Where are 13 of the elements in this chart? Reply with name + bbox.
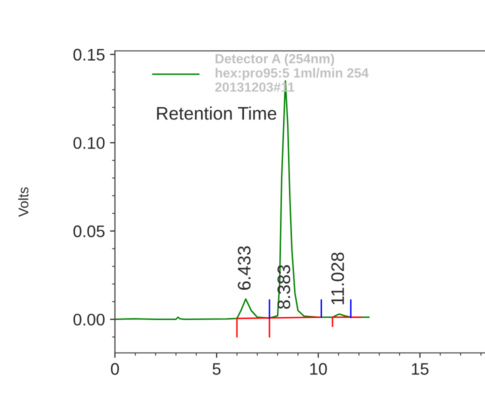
annotation: 6.433 <box>238 246 251 290</box>
annotation: 8.383 <box>277 265 290 309</box>
x-tick-label: 10 <box>310 363 327 375</box>
y-axis-title: Volts <box>18 187 28 217</box>
x-tick-label: 0 <box>110 363 119 375</box>
annotation: Retention Time <box>157 106 276 120</box>
y-tick-label: 0.00 <box>73 314 105 326</box>
y-tick-label: 0.10 <box>73 137 105 149</box>
annotation: 11.028 <box>331 252 344 304</box>
y-tick-label: 0.05 <box>73 225 105 238</box>
y-tick-label: 0.15 <box>73 48 105 61</box>
x-tick-label: 15 <box>412 363 429 375</box>
x-tick-label: 5 <box>212 363 221 375</box>
